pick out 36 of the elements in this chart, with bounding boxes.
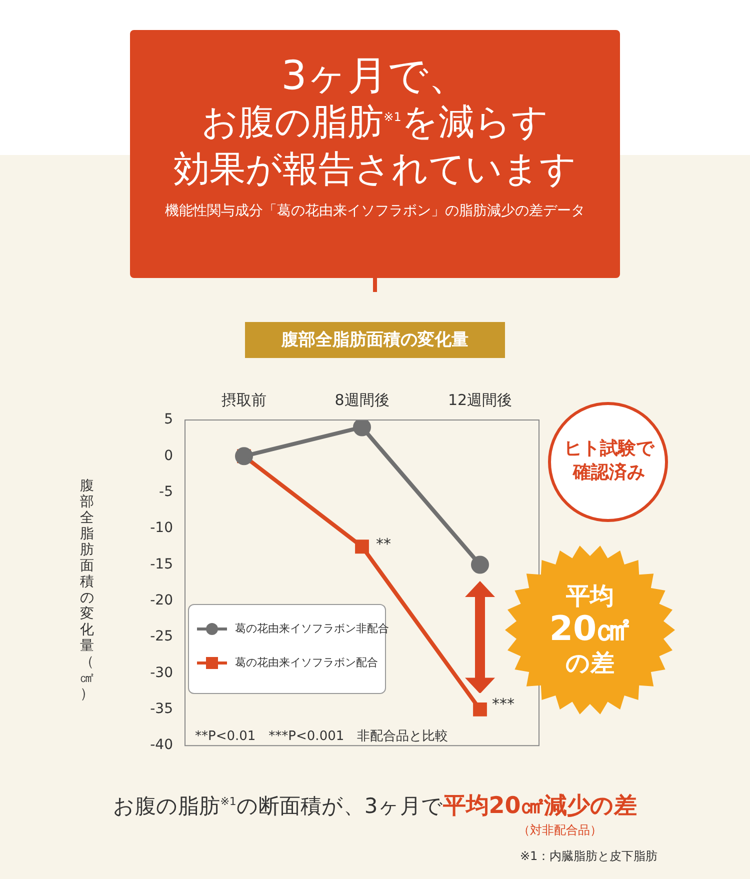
text: の差 bbox=[566, 648, 614, 678]
text: （対非配合品） bbox=[518, 822, 602, 839]
y-tick-label: -10 bbox=[150, 520, 173, 536]
y-tick-label: -40 bbox=[150, 737, 173, 754]
point bbox=[471, 556, 489, 574]
text: 効果が報告されています bbox=[172, 148, 578, 192]
text: 腹部全脂肪面積の変化量 bbox=[245, 322, 505, 358]
point bbox=[473, 702, 487, 716]
text: お腹の脂肪$^{※1}$の断面積が、3ヶ月で bbox=[113, 794, 443, 818]
chart-title: 3ヶ月で、 bbox=[280, 52, 470, 100]
y-tick-label: -5 bbox=[159, 484, 173, 500]
y-tick-label: -35 bbox=[150, 701, 173, 718]
point bbox=[353, 420, 371, 436]
text: 平均 bbox=[566, 582, 614, 610]
y-tick-label: -30 bbox=[150, 664, 173, 681]
chart-subtitle: 機能性関与成分「葛の花由来イソフラボン」の脂肪減少の差データ bbox=[164, 202, 586, 220]
text: ヒト試験で確認済み bbox=[563, 437, 655, 486]
legend-label: 葛の花由来イソフラボン配合 bbox=[235, 656, 378, 670]
x-tick-label: 8週間後 bbox=[334, 390, 390, 409]
y-tick-label: 5 bbox=[164, 412, 173, 428]
point bbox=[355, 540, 369, 554]
text: 平均20㎠減少の差 bbox=[442, 793, 637, 819]
y-tick-label: 0 bbox=[164, 448, 173, 464]
legend-label: 葛の花由来イソフラボン非配合 bbox=[235, 622, 389, 636]
x-tick-label: 摂取前 bbox=[222, 390, 266, 409]
text: お腹の脂肪$^{※1}$を減らす bbox=[200, 101, 550, 145]
y-tick-label: -15 bbox=[150, 556, 173, 572]
annotation: **P<0.01 ***P<0.001 非配合品と比較 bbox=[195, 728, 448, 745]
text: 20㎠ bbox=[549, 609, 631, 650]
text: ※1：内臓脂肪と皮下脂肪 bbox=[520, 848, 658, 865]
x-tick-label: 12週間後 bbox=[448, 390, 512, 409]
annotation: *** bbox=[492, 695, 514, 714]
text: 腹部全脂肪面積の変化量（㎠） bbox=[80, 478, 94, 702]
annotation: ** bbox=[376, 534, 391, 553]
y-tick-label: -25 bbox=[150, 628, 173, 645]
y-tick-label: -20 bbox=[150, 592, 173, 609]
